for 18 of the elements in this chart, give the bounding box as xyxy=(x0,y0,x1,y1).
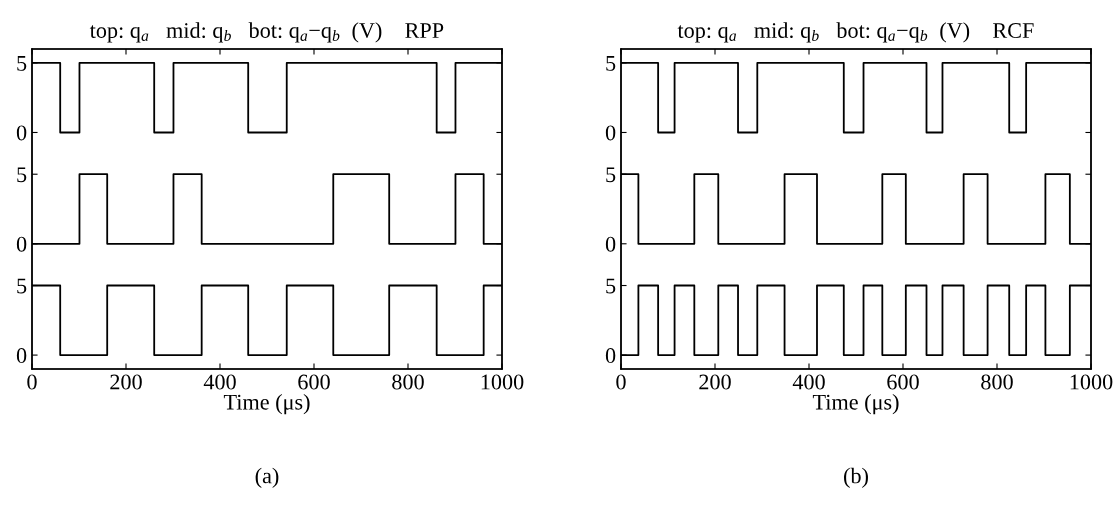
x-axis-title: Time (μs) xyxy=(812,394,899,415)
x-tick-label: 1000 xyxy=(1070,374,1113,390)
x-tick-label: 400 xyxy=(792,374,825,390)
x-tick-label: 800 xyxy=(392,374,424,390)
x-tick-label: 1000 xyxy=(481,374,524,390)
x-tick-label: 200 xyxy=(110,374,142,390)
x-tick-label: 400 xyxy=(203,374,236,390)
x-tick-label: 0 xyxy=(27,374,37,390)
chart-title: top: q$_{a}$ mid: q$_{b}$ bot: q$_{a}$−q$_{b}$ (V) RPP xyxy=(89,22,444,43)
text: (a) xyxy=(255,467,279,488)
x-tick-label: 800 xyxy=(981,374,1013,390)
x-axis-title: Time (μs) xyxy=(223,394,310,415)
text: (b) xyxy=(844,467,868,488)
x-tick-label: 200 xyxy=(699,374,731,390)
chart-title: top: q$_{a}$ mid: q$_{b}$ bot: q$_{a}$−q$_{b}$ (V) RCF xyxy=(677,22,1034,43)
x-tick-label: 600 xyxy=(298,374,330,390)
x-tick-label: 600 xyxy=(887,374,919,390)
x-tick-label: 0 xyxy=(616,374,626,390)
